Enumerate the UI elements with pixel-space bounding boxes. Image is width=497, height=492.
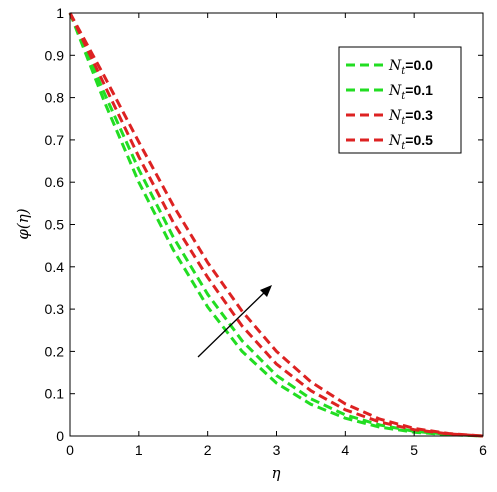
y-tick-label: 1 <box>56 5 64 21</box>
trend-arrow-head <box>260 285 272 297</box>
legend-value: =0.0 <box>405 57 433 73</box>
legend-symbol: N <box>388 83 402 99</box>
x-tick-label: 6 <box>479 442 487 458</box>
y-tick-label: 0.8 <box>45 90 65 106</box>
series-line-2 <box>68 12 484 438</box>
legend-label-0: Nt=0.0 <box>388 57 433 77</box>
trend-arrow <box>197 285 272 358</box>
series-line-1 <box>68 12 484 438</box>
x-tick-label: 1 <box>135 442 143 458</box>
legend-subscript: t <box>401 141 406 152</box>
y-tick-label: 0.3 <box>45 301 65 317</box>
legend-symbol: N <box>388 133 402 149</box>
x-tick-label: 3 <box>273 442 281 458</box>
legend-label-3: Nt=0.5 <box>388 132 433 152</box>
legend-label-1: Nt=0.1 <box>388 82 433 102</box>
legend-value: =0.5 <box>405 132 433 148</box>
y-tick-label: 0.7 <box>45 132 65 148</box>
y-tick-label: 0.1 <box>45 386 65 402</box>
legend: Nt=0.0Nt=0.1Nt=0.3Nt=0.5 <box>338 46 462 154</box>
x-tick-label: 2 <box>204 442 212 458</box>
legend-subscript: t <box>401 91 406 102</box>
y-tick-label: 0.9 <box>45 47 65 63</box>
y-axis-label: φ(η) <box>14 208 32 239</box>
y-tick-label: 0.5 <box>45 217 65 233</box>
series-line-3 <box>68 12 484 438</box>
legend-box <box>338 46 462 154</box>
y-tick-label: 0 <box>56 428 64 444</box>
x-axis-label: η <box>272 464 281 482</box>
x-tick-label: 0 <box>66 442 74 458</box>
x-tick-label: 4 <box>341 442 349 458</box>
legend-symbol: N <box>388 108 402 124</box>
legend-value: =0.1 <box>405 82 433 98</box>
legend-symbol: N <box>388 58 402 74</box>
trend-arrow-shaft <box>197 286 271 358</box>
ticks-layer: 0 1 2 3 4 5 6 0 0.1 0.2 0.3 0.4 0.5 0.6 0.7 0.8 0.9 1 <box>45 5 488 458</box>
legend-label-2: Nt=0.3 <box>388 107 433 127</box>
x-tick-label: 5 <box>410 442 418 458</box>
legend-subscript: t <box>401 66 406 77</box>
legend-value: =0.3 <box>405 107 433 123</box>
y-tick-label: 0.2 <box>45 343 65 359</box>
y-tick-label: 0.6 <box>45 174 65 190</box>
legend-subscript: t <box>401 116 406 127</box>
y-tick-label: 0.4 <box>45 259 65 275</box>
